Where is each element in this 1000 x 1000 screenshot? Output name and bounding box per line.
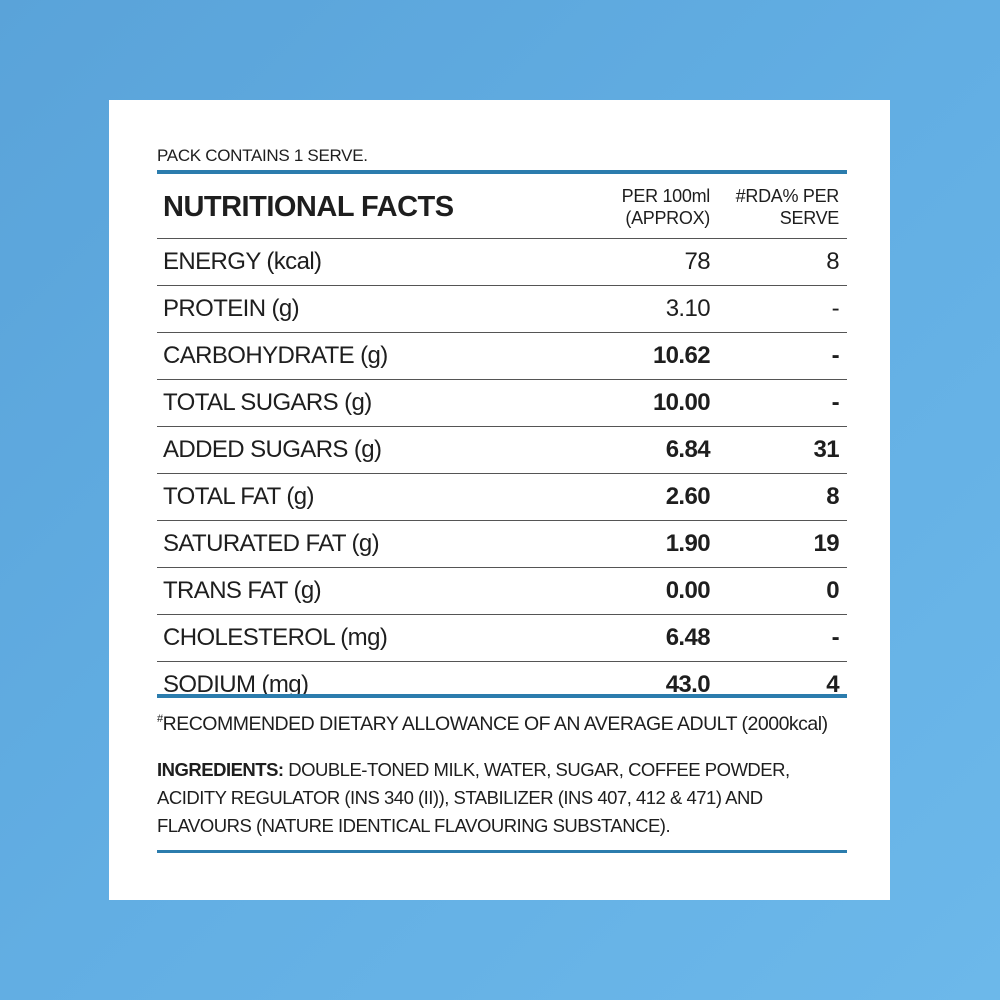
pack-note: PACK CONTAINS 1 SERVE. [157, 146, 368, 165]
table-row: TRANS FAT (g) 0.00 0 [157, 567, 847, 615]
rda-value: - [718, 379, 847, 427]
nutrient-label: ENERGY (kcal) [157, 238, 534, 286]
per100-value: 2.60 [534, 473, 718, 521]
nutrition-table: NUTRITIONAL FACTS PER 100ml (APPROX) #RDA… [157, 176, 847, 708]
table-header-row: NUTRITIONAL FACTS PER 100ml (APPROX) #RDA… [157, 176, 847, 239]
nutrient-label: CARBOHYDRATE (g) [157, 332, 534, 380]
per100-value: 10.62 [534, 332, 718, 380]
per100-value: 6.84 [534, 426, 718, 474]
rda-value: 4 [826, 671, 839, 698]
table-row: CHOLESTEROL (mg) 6.48 - [157, 614, 847, 662]
nutrient-label: SODIUM (mg) [163, 671, 309, 698]
per100-value: 10.00 [534, 379, 718, 427]
nutrient-label: TRANS FAT (g) [157, 567, 534, 615]
per100-value: 6.48 [534, 614, 718, 662]
nutrient-label: CHOLESTEROL (mg) [157, 614, 534, 662]
nutrient-label: ADDED SUGARS (g) [157, 426, 534, 474]
nutrient-label: TOTAL FAT (g) [157, 473, 534, 521]
per100-value: 1.90 [534, 520, 718, 568]
table-row: ENERGY (kcal) 78 8 [157, 238, 847, 286]
table-row: SODIUM (mg) 43.0 4 [157, 662, 847, 709]
col-rda-header: #RDA% PER SERVE [718, 176, 847, 239]
per100-value: 0.00 [534, 567, 718, 615]
rda-value: 31 [718, 426, 847, 474]
rda-value: 8 [718, 238, 847, 286]
table-row: PROTEIN (g) 3.10 - [157, 285, 847, 333]
rda-value: 8 [718, 473, 847, 521]
top-divider [157, 170, 847, 174]
rda-value: - [718, 614, 847, 662]
nutrition-label-card: PACK CONTAINS 1 SERVE. NUTRITIONAL FACTS… [109, 100, 890, 900]
table-row: CARBOHYDRATE (g) 10.62 - [157, 332, 847, 380]
table-row: SATURATED FAT (g) 1.90 19 [157, 520, 847, 568]
bottom-divider [157, 850, 847, 853]
table-title: NUTRITIONAL FACTS [157, 176, 534, 239]
table-row: TOTAL SUGARS (g) 10.00 - [157, 379, 847, 427]
nutrient-label: SATURATED FAT (g) [157, 520, 534, 568]
rda-value: 19 [718, 520, 847, 568]
nutrient-label: TOTAL SUGARS (g) [157, 379, 534, 427]
per100-value: 78 [534, 238, 718, 286]
rda-value: - [718, 285, 847, 333]
rda-footnote: #RECOMMENDED DIETARY ALLOWANCE OF AN AVE… [157, 713, 828, 735]
rda-value: 0 [718, 567, 847, 615]
per100-value: 3.10 [534, 285, 718, 333]
rda-value: - [718, 332, 847, 380]
table-row: TOTAL FAT (g) 2.60 8 [157, 473, 847, 521]
nutrient-label: PROTEIN (g) [157, 285, 534, 333]
col-per100-header: PER 100ml (APPROX) [534, 176, 718, 239]
bottom-table-divider [157, 694, 847, 698]
per100-value: 43.0 [665, 671, 711, 698]
table-row: ADDED SUGARS (g) 6.84 31 [157, 426, 847, 474]
ingredients: INGREDIENTS: DOUBLE-TONED MILK, WATER, S… [157, 759, 790, 836]
